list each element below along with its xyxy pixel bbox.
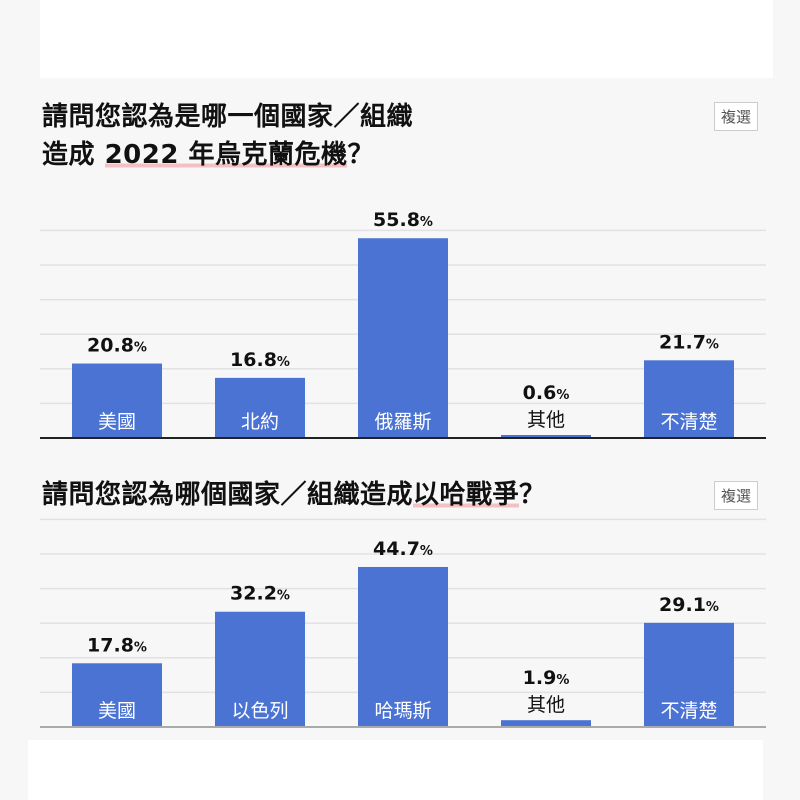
category-label: 北約: [241, 411, 279, 433]
title-text: ？: [347, 140, 374, 170]
title-text: ？: [519, 480, 546, 510]
title-text: 請問您認為是哪一個國家／組織: [42, 102, 414, 132]
value-label: 16.8%: [230, 349, 290, 371]
bar: [215, 377, 305, 438]
bottom-card: [28, 740, 763, 800]
title-text: 請問您認為哪個國家／組織造成: [42, 480, 414, 510]
title-highlight: 以哈戰爭: [413, 480, 520, 510]
chart-1-title: 請問您認為是哪一個國家／組織 造成 2022 年烏克蘭危機？: [42, 98, 413, 174]
value-label: 0.6%: [523, 382, 570, 404]
category-label: 俄羅斯: [374, 411, 431, 433]
chart-2-title: 請問您認為哪個國家／組織造成以哈戰爭？: [42, 476, 546, 514]
bar: [358, 238, 448, 438]
value-label: 21.7%: [659, 331, 719, 353]
bar: [72, 363, 162, 438]
category-label: 美國: [98, 411, 136, 433]
multi-select-badge: 複選: [713, 481, 758, 510]
category-label: 其他: [527, 409, 565, 431]
multi-select-badge: 複選: [713, 102, 758, 131]
bar: [644, 360, 734, 438]
title-text: 造成: [42, 140, 105, 170]
bar: [501, 435, 591, 438]
value-label: 20.8%: [87, 335, 147, 357]
top-card: [40, 0, 773, 78]
category-label: 不清楚: [660, 411, 717, 433]
title-highlight: 2022 年烏克蘭危機: [104, 140, 348, 170]
value-label: 55.8%: [373, 209, 433, 231]
